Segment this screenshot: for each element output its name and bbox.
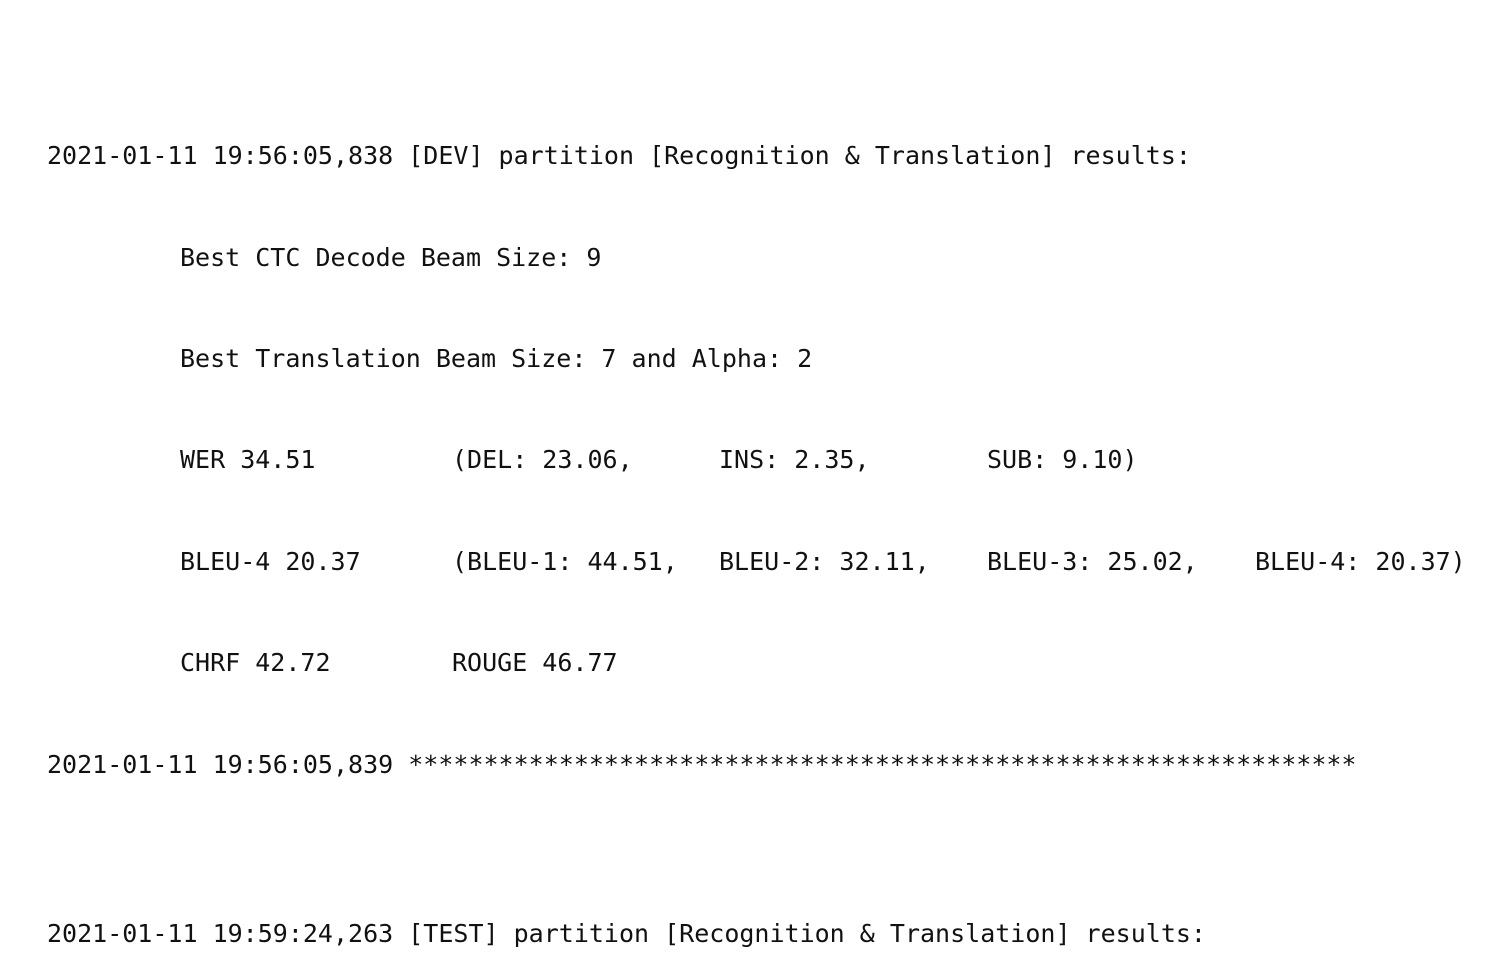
dev-del: (DEL: 23.06, (452, 445, 633, 475)
dev-ctc-beam-line: Best CTC Decode Beam Size: 9 (180, 242, 602, 272)
dev-footer-timestamp: 2021-01-11 19:56:05,839 (47, 749, 394, 779)
dev-footer-stars: ****************************************… (408, 749, 1357, 779)
dev-header-line: 2021-01-11 19:56:05,838 [DEV] partition … (47, 139, 1466, 173)
dev-wer: WER 34.51 (180, 445, 316, 475)
dev-chrf-line: CHRF 42.72 ROUGE 46.77 (47, 646, 1466, 680)
test-header-timestamp: 2021-01-11 19:59:24,263 (47, 918, 394, 948)
test-header-text: [TEST] partition [Recognition & Translat… (408, 918, 1206, 948)
dev-bleu-line: BLEU-4 20.37 (BLEU-1: 44.51, BLEU-2: 32.11… (47, 545, 1466, 579)
test-header-line: 2021-01-11 19:59:24,263 [TEST] partition… (47, 917, 1466, 951)
dev-header-text: [DEV] partition [Recognition & Translati… (408, 141, 1191, 171)
log-output: 2021-01-11 19:56:05,838 [DEV] partition … (47, 4, 1466, 976)
dev-sub: SUB: 9.10) (987, 445, 1138, 475)
dev-footer-line: 2021-01-11 19:56:05,839 ****************… (47, 748, 1466, 782)
dev-bleu4: BLEU-4 20.37 (180, 546, 361, 576)
dev-bleu4-detail: BLEU-4: 20.37) (1255, 546, 1466, 576)
dev-rouge: ROUGE 46.77 (452, 648, 618, 678)
dev-chrf: CHRF 42.72 (180, 648, 331, 678)
dev-translation-beam-line: Best Translation Beam Size: 7 and Alpha:… (180, 343, 813, 373)
dev-header-timestamp: 2021-01-11 19:56:05,838 (47, 141, 394, 171)
dev-bleu2: BLEU-2: 32.11, (719, 546, 930, 576)
dev-bleu1: (BLEU-1: 44.51, (452, 546, 678, 576)
dev-ins: INS: 2.35, (719, 445, 870, 475)
dev-bleu3: BLEU-3: 25.02, (987, 546, 1198, 576)
dev-wer-line: WER 34.51 (DEL: 23.06, INS: 2.35, SUB: 9.10… (47, 443, 1466, 477)
